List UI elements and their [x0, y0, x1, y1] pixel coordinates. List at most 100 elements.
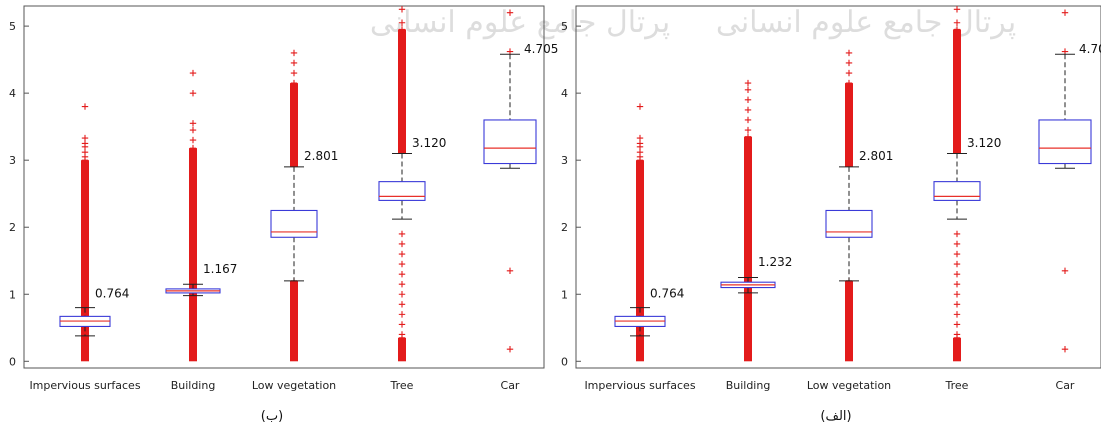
value-annotation: 3.120: [412, 136, 446, 150]
category-label: Building: [726, 379, 771, 392]
watermark-text: پرتال جامع علوم انسانی: [716, 5, 1016, 40]
box-group-0: 0.764: [614, 103, 684, 362]
outlier-point: [744, 126, 752, 134]
outlier-point: [290, 69, 298, 77]
outlier-dense-low: [81, 160, 89, 362]
plot-frame: [575, 5, 1101, 369]
y-tick-label: 4: [9, 87, 16, 100]
value-annotation: 4.705: [524, 42, 558, 56]
outlier-dense-low: [636, 160, 644, 362]
y-tick-label: 1: [561, 288, 568, 301]
outlier-point: [506, 346, 514, 353]
y-tick-label: 2: [561, 221, 568, 234]
outlier-point: [744, 96, 752, 104]
panel-b: پرتال جامع علوم انسانی 0 1 2 3 4 5 0.764 Impervi…: [9, 5, 670, 424]
box-iqr: [1038, 119, 1092, 165]
outlier-point: [506, 267, 514, 274]
category-label: Impervious surfaces: [29, 379, 140, 392]
outlier-point: [398, 311, 406, 318]
box-group-1: 1.167: [165, 69, 237, 362]
outlier-dense-high: [290, 83, 298, 167]
box-iqr: [270, 209, 318, 238]
outlier-point: [398, 301, 406, 308]
outlier-point: [845, 59, 853, 67]
outlier-point: [398, 321, 406, 328]
y-tick-label: 2: [9, 221, 16, 234]
outlier-point: [636, 140, 644, 147]
panel-alef: پرتال جامع علوم انسانی 0 1 2 3 4 5 0.764 Impervi…: [561, 5, 1101, 424]
box-group-2: 2.801: [270, 49, 338, 362]
outlier-point: [1061, 267, 1069, 274]
outlier-dense-low-cap: [744, 133, 752, 140]
outlier-point: [398, 250, 406, 258]
outlier-dense-low: [744, 136, 752, 362]
box-group-2: 2.801: [825, 49, 893, 362]
category-label: Car: [1056, 379, 1075, 392]
plot-frame: [23, 5, 545, 369]
category-label: Impervious surfaces: [584, 379, 695, 392]
outlier-dense-high-cap: [845, 79, 853, 87]
y-tick-label: 3: [561, 154, 568, 167]
value-annotation: 0.764: [650, 287, 684, 301]
outlier-point: [506, 9, 514, 16]
outlier-point: [953, 311, 961, 318]
outlier-point: [189, 136, 197, 144]
y-tick-label: 1: [9, 288, 16, 301]
panel-caption: (ب): [261, 409, 283, 424]
outlier-point: [636, 134, 644, 142]
box-iqr: [483, 119, 537, 165]
outlier-point: [636, 103, 644, 110]
outlier-point: [953, 291, 961, 298]
outlier-point: [744, 116, 752, 124]
outlier-point: [398, 331, 406, 338]
y-tick-label: 5: [561, 20, 568, 33]
box-iqr: [825, 209, 873, 238]
value-annotation: 1.232: [758, 255, 792, 269]
outlier-point: [953, 270, 961, 278]
box-iqr: [378, 181, 426, 201]
value-annotation: 2.801: [859, 149, 893, 163]
outlier-dense-low: [398, 337, 406, 362]
outlier-point: [398, 291, 406, 298]
outlier-point: [81, 140, 89, 147]
outlier-dense-high: [845, 83, 853, 167]
y-tick-label: 0: [561, 355, 568, 368]
outlier-point: [1061, 48, 1069, 55]
outlier-point: [189, 120, 197, 127]
outlier-point: [953, 301, 961, 308]
outlier-dense-high-cap: [398, 26, 406, 33]
outlier-point: [953, 240, 961, 248]
outlier-point: [953, 260, 961, 268]
outlier-point: [845, 49, 853, 57]
box-group-1: 1.232: [720, 79, 792, 362]
y-tick-label: 0: [9, 355, 16, 368]
outlier-point: [953, 331, 961, 338]
value-annotation: 2.801: [304, 149, 338, 163]
value-annotation: 4.705: [1079, 42, 1101, 56]
outlier-point: [398, 19, 406, 26]
outlier-point: [953, 281, 961, 288]
watermark-text: پرتال جامع علوم انسانی: [370, 5, 670, 40]
outlier-point: [398, 281, 406, 288]
outlier-point: [290, 59, 298, 67]
outlier-point: [953, 321, 961, 328]
box-group-3: 3.120: [378, 6, 446, 362]
y-tick-label: 5: [9, 20, 16, 33]
box-group-0: 0.764: [59, 103, 129, 362]
outlier-point: [953, 6, 961, 13]
outlier-point: [1061, 346, 1069, 353]
outlier-point: [398, 260, 406, 268]
outlier-point: [189, 89, 197, 97]
outlier-point: [953, 230, 961, 238]
outlier-point: [398, 240, 406, 248]
box-group-4: 4.705: [483, 9, 558, 353]
outlier-point: [290, 49, 298, 57]
outlier-dense-low: [290, 280, 298, 362]
category-label: Building: [171, 379, 216, 392]
outlier-dense-low-cap: [189, 144, 197, 152]
outlier-dense-low: [953, 337, 961, 362]
value-annotation: 1.167: [203, 262, 237, 276]
outlier-point: [744, 79, 752, 87]
box-group-3: 3.120: [933, 6, 1001, 362]
